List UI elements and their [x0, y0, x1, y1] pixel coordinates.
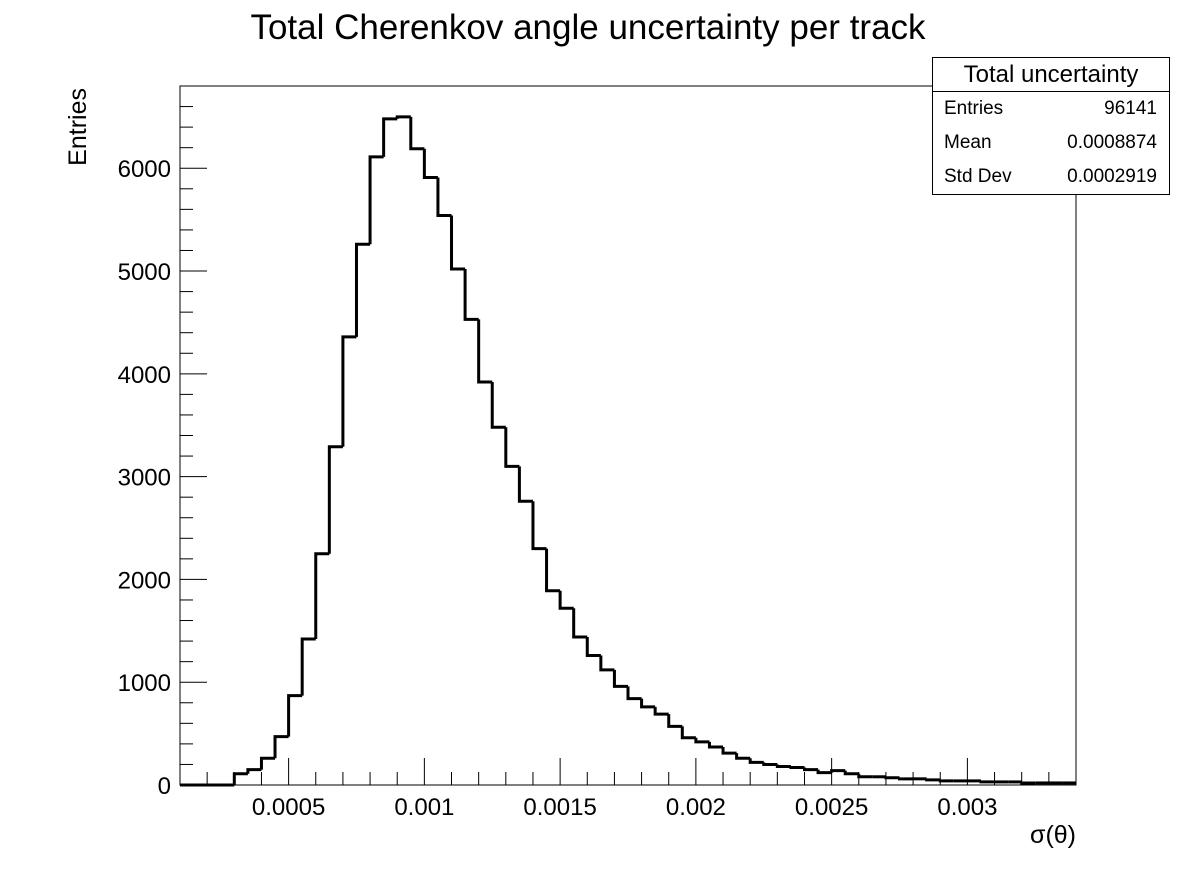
histogram-bin [721, 746, 737, 755]
histogram-bin [300, 637, 316, 696]
y-tick-label: 0 [158, 773, 171, 800]
histogram-bin [232, 772, 248, 785]
y-tick-label: 1000 [118, 670, 171, 697]
chart-title: Total Cherenkov angle uncertainty per tr… [250, 8, 926, 47]
histogram-bin [748, 758, 764, 764]
histogram-bin [490, 382, 506, 429]
histogram-bin [517, 466, 533, 503]
histogram-bin [409, 116, 425, 151]
histogram-bin [558, 590, 574, 610]
stats-value: 0.0008874 [1067, 132, 1157, 153]
histogram-bin [477, 319, 493, 384]
histogram-bin [368, 155, 384, 245]
stats-label: Entries [944, 98, 1004, 119]
x-tick-label: 0.003 [937, 794, 997, 821]
histogram-bin [341, 335, 357, 447]
y-tick-label: 5000 [118, 259, 171, 286]
y-tick-label: 4000 [118, 362, 171, 389]
histogram-bin [694, 737, 710, 744]
x-tick-label: 0.001 [394, 794, 454, 821]
stats-box-title: Total uncertainty [933, 58, 1169, 92]
stats-value: 96141 [1104, 98, 1157, 119]
histogram-bin [463, 268, 479, 321]
histogram-bin [436, 177, 452, 218]
histogram-bin [531, 501, 547, 551]
histogram-bin [585, 636, 601, 657]
histogram-bin [816, 769, 832, 775]
histogram-bin [979, 780, 995, 784]
histogram-bin [680, 726, 696, 740]
histogram-bin [450, 215, 466, 271]
histogram-bin [830, 769, 846, 773]
histogram-bin [925, 778, 941, 782]
stats-row-entries: Entries 96141 [933, 92, 1169, 126]
histogram-bin [504, 427, 520, 468]
x-tick-label: 0.0005 [252, 794, 325, 821]
histogram-bin [775, 764, 791, 768]
x-tick-label: 0.0015 [523, 794, 596, 821]
histogram-bin [395, 115, 411, 119]
stats-row-mean: Mean 0.0008874 [933, 126, 1169, 160]
histogram-bin [667, 714, 683, 728]
stats-value: 0.0002919 [1067, 166, 1157, 187]
x-tick-label: 0.0025 [795, 794, 868, 821]
histogram-bin [1020, 781, 1036, 785]
histogram-bin [884, 776, 900, 780]
x-axis-label: σ(θ) [1030, 821, 1076, 849]
histogram-bin [327, 445, 343, 554]
stats-row-std-dev: Std Dev 0.0002919 [933, 160, 1169, 194]
histogram-bin [612, 669, 628, 688]
histogram-layer [180, 115, 1076, 787]
stats-label: Mean [944, 132, 992, 153]
histogram-bin [273, 735, 289, 759]
x-tick-label: 0.002 [666, 794, 726, 821]
histogram-bin [789, 766, 805, 770]
histogram-bin [572, 608, 588, 639]
histogram-bin [762, 762, 778, 766]
histogram-bin [707, 741, 724, 749]
histogram-bin [422, 148, 438, 179]
tick-labels-layer: 0 1000 2000 3000 4000 5000 6000 0.0005 0.001 0.00… [118, 156, 998, 821]
histogram-bin [653, 706, 669, 716]
histogram-bin [938, 779, 954, 783]
histogram-bin [640, 698, 656, 709]
histogram-bin [382, 117, 398, 157]
histogram-bin [735, 753, 751, 760]
y-tick-label: 2000 [118, 567, 171, 594]
histogram-bin [599, 655, 615, 672]
y-axis-label: Entries [64, 88, 92, 166]
histogram-bin [802, 767, 819, 772]
histogram-bin [354, 242, 371, 337]
histogram-bin [246, 768, 262, 774]
histogram-bin [626, 686, 642, 701]
histogram-bin [287, 694, 303, 737]
histogram-bin [545, 548, 561, 593]
stats-box: Total uncertainty Entries 96141 Mean 0.0… [932, 57, 1170, 195]
histogram-bin [898, 777, 914, 781]
y-tick-label: 6000 [118, 156, 171, 183]
histogram-bin [843, 770, 859, 776]
y-tick-label: 3000 [118, 465, 171, 492]
histogram-bin [857, 773, 873, 779]
stats-label: Std Dev [944, 166, 1012, 187]
histogram-bin [259, 756, 276, 770]
histogram-bin [314, 552, 330, 640]
